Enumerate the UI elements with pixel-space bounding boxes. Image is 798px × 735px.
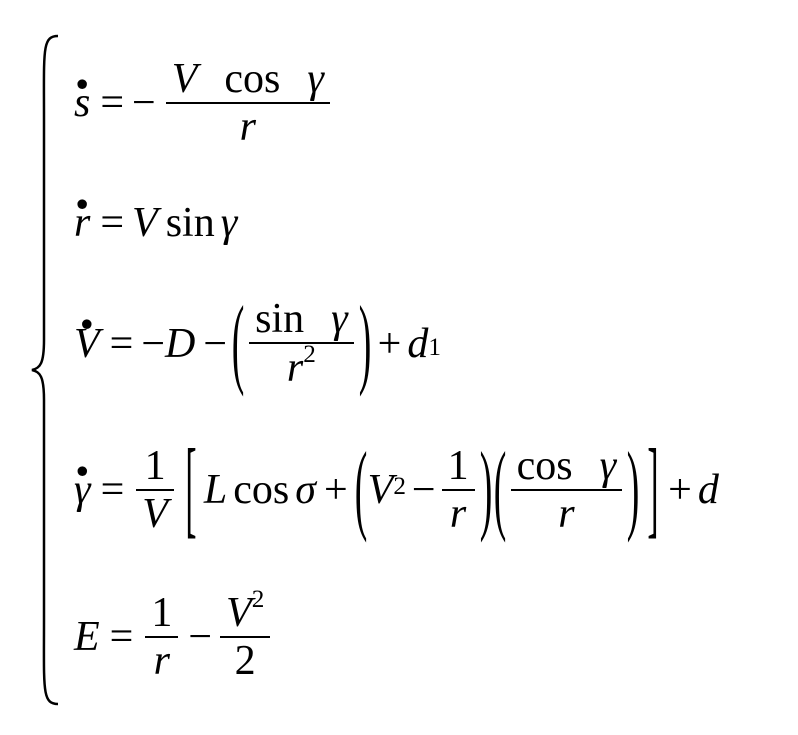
minus: −	[188, 616, 212, 658]
var-D: D	[165, 323, 195, 365]
num-1: 1	[145, 590, 178, 636]
frac-1-r: 1 r	[442, 443, 475, 537]
var-r: r	[450, 491, 466, 537]
paren-group-cosgamma-r: ( cos γ r )	[493, 443, 641, 537]
var-d: d	[407, 323, 428, 365]
num-1: 1	[139, 443, 172, 489]
minus: −	[141, 323, 165, 365]
sub-1: 1	[428, 335, 441, 360]
minus: −	[412, 469, 436, 511]
equation-2: r = V sin γ	[74, 202, 719, 244]
frac-1-V: 1 V	[136, 443, 174, 537]
equals: =	[100, 202, 124, 244]
var-d: d	[698, 469, 719, 511]
var-r: r	[154, 638, 170, 684]
num-2: 2	[229, 638, 262, 684]
var-r: r	[558, 491, 574, 537]
minus: −	[203, 323, 227, 365]
plus: +	[668, 469, 692, 511]
var-s-dot: s	[74, 82, 90, 124]
var-V: V	[368, 469, 394, 511]
bracket-group: [ L cos σ + ( V2 − 1	[184, 443, 660, 537]
equation-3: V = − D − ( sin γ r2	[74, 296, 719, 391]
equations-column: s = − V cos γ r r	[62, 30, 719, 710]
var-gamma: γ	[331, 296, 348, 342]
plus: +	[378, 323, 402, 365]
equation-1: s = − V cos γ r	[74, 56, 719, 150]
var-V: V	[172, 56, 198, 102]
var-V: V	[142, 491, 168, 537]
exp-2: 2	[393, 474, 406, 499]
fn-sin: sin	[166, 202, 215, 244]
minus: −	[132, 82, 156, 124]
var-gamma: γ	[307, 56, 324, 102]
paren-group-V2-1r: ( V2 − 1 r )	[354, 443, 493, 537]
fn-cos: cos	[233, 469, 289, 511]
var-V: V	[132, 202, 158, 244]
equals: =	[100, 82, 124, 124]
equation-5: E = 1 r − V2 2	[74, 589, 719, 684]
var-gamma: γ	[221, 202, 238, 244]
paren-group-singamma-r2: ( sin γ r2 )	[231, 296, 372, 391]
num-1: 1	[442, 443, 475, 489]
var-V: V	[226, 590, 252, 636]
equals: =	[101, 469, 125, 511]
fn-cos: cos	[224, 56, 280, 102]
equals: =	[110, 323, 134, 365]
var-E: E	[74, 616, 100, 658]
equation-4: γ = 1 V [ L cos σ + (	[74, 443, 719, 537]
fn-cos: cos	[517, 443, 573, 489]
equation-system: s = − V cos γ r r	[30, 30, 719, 710]
frac-1-r-2: 1 r	[145, 590, 178, 684]
plus: +	[324, 469, 348, 511]
equals: =	[110, 616, 134, 658]
frac-vcosgamma-r: V cos γ r	[166, 56, 330, 150]
var-sigma: σ	[295, 469, 316, 511]
var-r: r	[240, 104, 256, 150]
left-brace	[30, 30, 62, 710]
fn-sin: sin	[255, 296, 304, 342]
var-L: L	[204, 469, 227, 511]
frac-singamma-r2: sin γ r2	[249, 296, 354, 391]
frac-V2-2: V2 2	[220, 589, 270, 684]
var-r-dot: r	[74, 202, 90, 244]
var-r: r	[287, 345, 303, 391]
frac-cosgamma-r: cos γ r	[511, 443, 623, 537]
exp-2: 2	[303, 341, 316, 368]
var-gamma-dot: γ	[74, 469, 91, 511]
exp-2: 2	[252, 586, 265, 613]
var-V-dot: V	[74, 323, 100, 365]
var-gamma: γ	[600, 443, 617, 489]
